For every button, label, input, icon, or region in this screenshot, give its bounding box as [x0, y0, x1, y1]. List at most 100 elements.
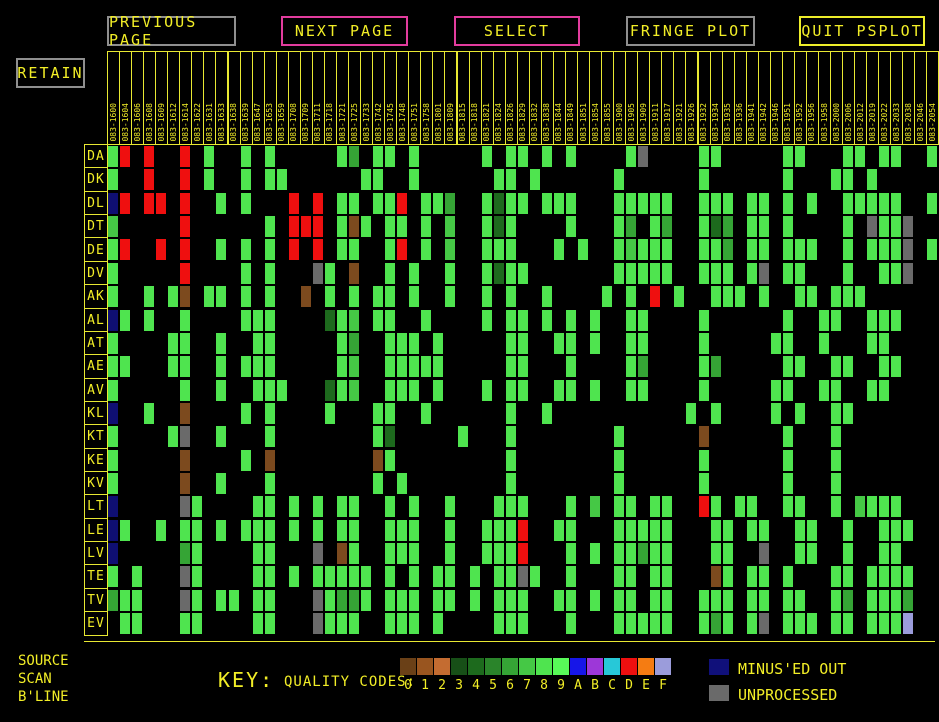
- grid-cell[interactable]: [264, 402, 275, 424]
- grid-cell[interactable]: [843, 239, 854, 261]
- grid-cell[interactable]: [505, 543, 516, 564]
- grid-cell[interactable]: [650, 613, 661, 634]
- grid-cell[interactable]: [373, 402, 384, 424]
- grid-cell[interactable]: [180, 169, 191, 191]
- grid-cell[interactable]: [337, 543, 347, 564]
- grid-cell[interactable]: [758, 589, 769, 611]
- grid-cell[interactable]: [108, 402, 118, 424]
- grid-cell[interactable]: [626, 262, 637, 284]
- grid-cell[interactable]: [782, 472, 793, 494]
- grid-cell[interactable]: [590, 496, 600, 518]
- grid-cell[interactable]: [385, 519, 396, 541]
- grid-cell[interactable]: [252, 543, 263, 564]
- grid-cell[interactable]: [505, 379, 516, 401]
- grid-cell[interactable]: [879, 496, 890, 518]
- grid-cell[interactable]: [300, 286, 311, 308]
- grid-cell[interactable]: [385, 449, 396, 471]
- grid-cell[interactable]: [710, 262, 721, 284]
- grid-cell[interactable]: [746, 589, 757, 611]
- grid-cell[interactable]: [891, 496, 902, 518]
- grid-cell[interactable]: [746, 216, 757, 238]
- grid-cell[interactable]: [662, 262, 673, 284]
- grid-cell[interactable]: [373, 286, 384, 308]
- grid-cell[interactable]: [385, 239, 396, 261]
- grid-cell[interactable]: [445, 262, 456, 284]
- grid-cell[interactable]: [746, 192, 757, 214]
- grid-cell[interactable]: [758, 192, 769, 214]
- grid-cell[interactable]: [397, 543, 408, 564]
- grid-cell[interactable]: [626, 192, 637, 214]
- grid-cell[interactable]: [505, 356, 516, 378]
- grid-cell[interactable]: [831, 496, 841, 518]
- grid-cell[interactable]: [252, 332, 263, 354]
- grid-cell[interactable]: [108, 146, 118, 167]
- grid-cell[interactable]: [180, 379, 191, 401]
- grid-cell[interactable]: [108, 169, 118, 191]
- grid-cell[interactable]: [758, 566, 769, 588]
- grid-cell[interactable]: [337, 589, 347, 611]
- grid-cell[interactable]: [794, 262, 805, 284]
- grid-cell[interactable]: [903, 262, 914, 284]
- grid-cell[interactable]: [843, 356, 854, 378]
- grid-cell[interactable]: [349, 589, 359, 611]
- grid-cell[interactable]: [794, 613, 805, 634]
- grid-cell[interactable]: [782, 566, 793, 588]
- grid-cell[interactable]: [481, 216, 492, 238]
- grid-cell[interactable]: [879, 356, 890, 378]
- grid-cell[interactable]: [879, 216, 890, 238]
- grid-cell[interactable]: [445, 566, 456, 588]
- grid-cell[interactable]: [505, 262, 516, 284]
- grid-cell[interactable]: [132, 589, 143, 611]
- grid-cell[interactable]: [843, 262, 854, 284]
- grid-cell[interactable]: [879, 239, 890, 261]
- grid-cell[interactable]: [144, 402, 155, 424]
- grid-cell[interactable]: [782, 332, 793, 354]
- grid-cell[interactable]: [349, 519, 359, 541]
- grid-cell[interactable]: [614, 192, 625, 214]
- grid-cell[interactable]: [867, 169, 878, 191]
- grid-cell[interactable]: [843, 169, 854, 191]
- grid-cell[interactable]: [650, 192, 661, 214]
- grid-cell[interactable]: [650, 496, 661, 518]
- grid-cell[interactable]: [855, 192, 866, 214]
- grid-cell[interactable]: [361, 566, 372, 588]
- grid-cell[interactable]: [361, 589, 372, 611]
- grid-cell[interactable]: [867, 192, 878, 214]
- grid-cell[interactable]: [782, 379, 793, 401]
- grid-cell[interactable]: [614, 543, 625, 564]
- grid-cell[interactable]: [385, 309, 396, 331]
- grid-cell[interactable]: [590, 589, 600, 611]
- grid-cell[interactable]: [421, 216, 432, 238]
- grid-cell[interactable]: [445, 496, 456, 518]
- grid-cell[interactable]: [806, 192, 817, 214]
- grid-cell[interactable]: [481, 286, 492, 308]
- grid-cell[interactable]: [373, 472, 384, 494]
- grid-cell[interactable]: [252, 356, 263, 378]
- grid-cell[interactable]: [565, 192, 576, 214]
- grid-cell[interactable]: [180, 589, 191, 611]
- grid-cell[interactable]: [324, 309, 335, 331]
- grid-cell[interactable]: [216, 286, 227, 308]
- grid-cell[interactable]: [120, 519, 130, 541]
- grid-cell[interactable]: [674, 286, 685, 308]
- grid-cell[interactable]: [240, 146, 251, 167]
- grid-cell[interactable]: [710, 192, 721, 214]
- grid-cell[interactable]: [144, 192, 155, 214]
- grid-cell[interactable]: [349, 146, 359, 167]
- grid-cell[interactable]: [204, 169, 215, 191]
- grid-cell[interactable]: [806, 286, 817, 308]
- grid-cell[interactable]: [252, 379, 263, 401]
- grid-cell[interactable]: [252, 589, 263, 611]
- grid-cell[interactable]: [493, 169, 504, 191]
- grid-cell[interactable]: [108, 286, 118, 308]
- grid-cell[interactable]: [614, 589, 625, 611]
- grid-cell[interactable]: [891, 146, 902, 167]
- grid-cell[interactable]: [120, 239, 130, 261]
- grid-cell[interactable]: [120, 192, 130, 214]
- grid-cell[interactable]: [734, 286, 745, 308]
- grid-cell[interactable]: [469, 589, 480, 611]
- grid-cell[interactable]: [879, 543, 890, 564]
- grid-cell[interactable]: [493, 192, 504, 214]
- grid-cell[interactable]: [180, 146, 191, 167]
- grid-cell[interactable]: [505, 519, 516, 541]
